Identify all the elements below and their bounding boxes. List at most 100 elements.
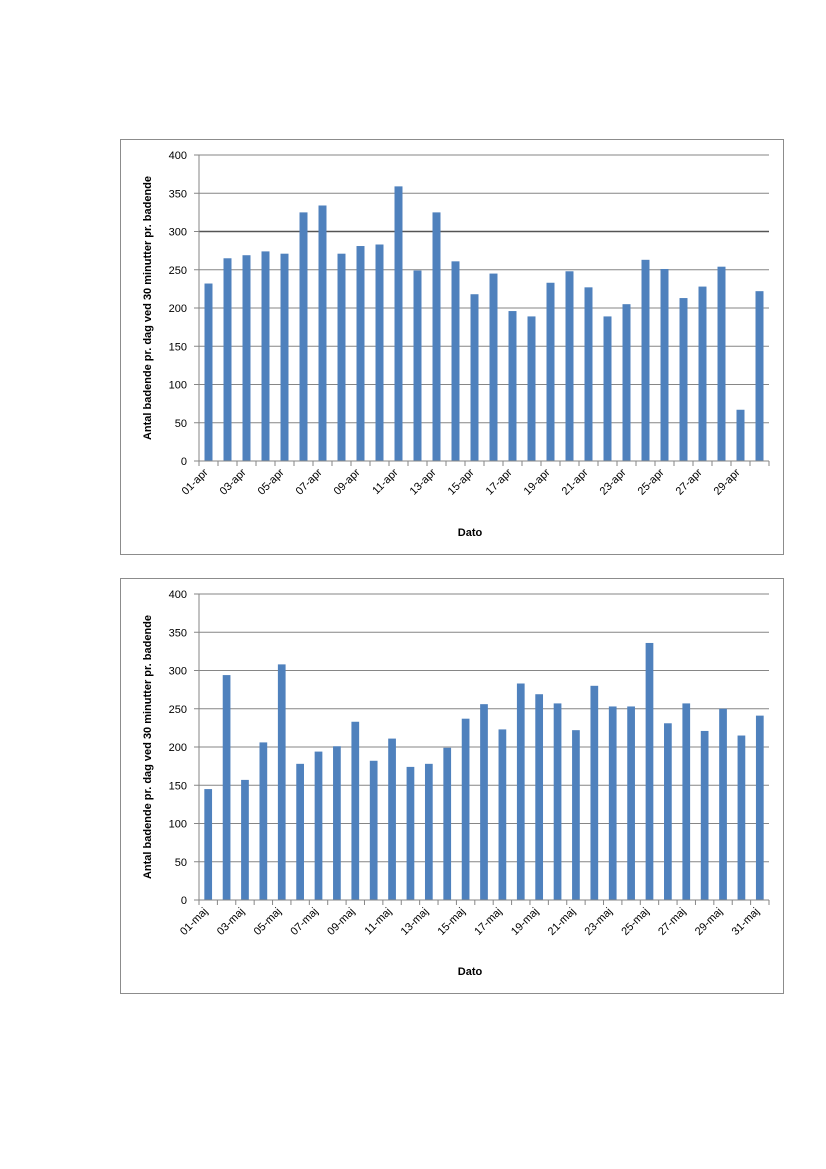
x-tick-label-29-maj: 29-maj xyxy=(693,906,725,938)
bar-07-maj xyxy=(314,751,323,900)
bar-24-maj xyxy=(627,706,635,900)
chart-may-svg: 0 50 100 150 200 250 300 350 400 01-maj 03-maj 05-m… xyxy=(142,589,770,978)
bar-20-apr xyxy=(565,271,574,461)
x-tick-label-05-maj: 05-maj xyxy=(252,906,284,938)
x-tick-label-07-maj: 07-maj xyxy=(288,906,320,938)
bar-25-apr xyxy=(660,268,669,461)
bar-11-maj xyxy=(388,738,396,900)
chart-april: 0 50 100 150 200 250 300 350 400 01-apr 03-apr 05-a… xyxy=(120,139,784,555)
x-tick-label-25-apr: 25-apr xyxy=(636,466,667,497)
bar-26-maj xyxy=(664,723,672,900)
bar-11-apr xyxy=(394,186,403,461)
bar-16-apr xyxy=(489,273,498,461)
y-tick-label-100: 100 xyxy=(169,380,187,392)
x-tick-label-11-maj: 11-maj xyxy=(362,906,394,938)
bar-19-maj xyxy=(535,694,544,900)
bar-01-maj xyxy=(204,789,213,900)
x-tick-label-01-apr: 01-apr xyxy=(180,466,211,497)
x-tick-label-19-apr: 19-apr xyxy=(522,466,553,497)
bar-03-apr xyxy=(242,255,251,461)
x-tick-label-15-apr: 15-apr xyxy=(446,466,477,497)
y-tick-label-0: 0 xyxy=(181,456,187,468)
x-tick-label-23-maj: 23-maj xyxy=(583,906,615,938)
bar-31-maj xyxy=(755,715,764,900)
y-tick-label-250: 250 xyxy=(169,704,187,716)
y-tick-label-100: 100 xyxy=(169,819,187,831)
y-tick-label-150: 150 xyxy=(169,341,187,353)
y-tick-label-400: 400 xyxy=(169,589,187,601)
bar-04-maj xyxy=(259,742,268,900)
bar-09-apr xyxy=(356,246,365,461)
y-tick-label-200: 200 xyxy=(169,303,187,315)
x-tick-label-23-apr: 23-apr xyxy=(598,466,629,497)
x-tick-label-05-apr: 05-apr xyxy=(256,466,287,497)
bar-22-apr xyxy=(603,316,612,461)
x-tick-label-13-apr: 13-apr xyxy=(408,466,439,497)
x-tick-label-31-maj: 31-maj xyxy=(730,906,762,938)
x-tick-label-09-apr: 09-apr xyxy=(332,466,363,497)
x-tick-label-25-maj: 25-maj xyxy=(619,906,651,938)
bar-16-maj xyxy=(480,704,488,900)
bar-13-apr xyxy=(432,212,441,462)
bar-24-apr xyxy=(641,259,650,461)
y-tick-label-150: 150 xyxy=(169,780,187,792)
bar-21-maj xyxy=(572,730,580,900)
bar-12-apr xyxy=(413,270,422,461)
bar-28-maj xyxy=(700,730,709,900)
bar-28-apr xyxy=(717,266,726,461)
bar-25-maj xyxy=(645,642,654,900)
x-tick-label-09-maj: 09-maj xyxy=(325,906,357,938)
bar-17-apr xyxy=(508,311,517,461)
bar-18-maj xyxy=(516,683,525,900)
y-tick-label-50: 50 xyxy=(175,418,187,430)
bar-04-apr xyxy=(261,251,270,461)
x-tick-label-17-maj: 17-maj xyxy=(472,906,504,938)
bar-23-apr xyxy=(622,304,631,461)
y-tick-label-350: 350 xyxy=(169,627,187,639)
bar-21-apr xyxy=(584,287,593,461)
y-tick-label-400: 400 xyxy=(169,150,187,162)
x-axis-title: Dato xyxy=(458,527,483,539)
bar-30-maj xyxy=(737,735,746,900)
x-tick-label-21-maj: 21-maj xyxy=(546,906,578,938)
bar-19-apr xyxy=(546,282,555,461)
bar-08-apr xyxy=(337,253,346,461)
chart-april-svg: 0 50 100 150 200 250 300 350 400 01-apr 03-apr 05-a… xyxy=(142,150,770,539)
y-tick-label-350: 350 xyxy=(169,188,187,200)
x-tick-label-03-maj: 03-maj xyxy=(215,906,247,938)
y-tick-label-200: 200 xyxy=(169,742,187,754)
x-tick-label-29-apr: 29-apr xyxy=(712,466,743,497)
bar-20-maj xyxy=(553,703,562,900)
bar-12-maj xyxy=(406,766,415,900)
bar-06-maj xyxy=(296,763,304,900)
bar-06-apr xyxy=(299,212,308,462)
bar-23-maj xyxy=(608,706,617,900)
bar-30-apr xyxy=(755,291,764,461)
bar-09-maj xyxy=(351,721,360,900)
bar-26-apr xyxy=(679,298,688,461)
bar-01-apr xyxy=(204,283,213,461)
bar-14-apr xyxy=(451,261,460,461)
x-tick-label-07-apr: 07-apr xyxy=(294,466,325,497)
x-tick-label-15-maj: 15-maj xyxy=(435,906,467,938)
y-axis-title: Antal badende pr. dag ved 30 minutter pr… xyxy=(142,176,154,440)
bar-18-apr xyxy=(527,316,536,461)
bar-13-maj xyxy=(424,763,433,900)
x-tick-label-17-apr: 17-apr xyxy=(484,466,515,497)
bar-10-maj xyxy=(369,760,378,900)
y-tick-label-300: 300 xyxy=(169,227,187,239)
y-tick-label-0: 0 xyxy=(181,895,187,907)
bar-15-maj xyxy=(461,718,470,900)
bar-15-apr xyxy=(470,294,479,461)
x-tick-label-03-apr: 03-apr xyxy=(218,466,249,497)
y-tick-label-50: 50 xyxy=(175,857,187,869)
x-tick-label-01-maj: 01-maj xyxy=(178,906,210,938)
x-tick-label-21-apr: 21-apr xyxy=(560,466,591,497)
bar-14-maj xyxy=(443,747,452,900)
bar-27-maj xyxy=(682,703,691,900)
bar-10-apr xyxy=(375,244,384,461)
bar-02-maj xyxy=(222,675,231,900)
x-tick-label-11-apr: 11-apr xyxy=(370,466,401,497)
bar-27-apr xyxy=(698,286,707,461)
x-axis-title: Dato xyxy=(458,966,483,978)
